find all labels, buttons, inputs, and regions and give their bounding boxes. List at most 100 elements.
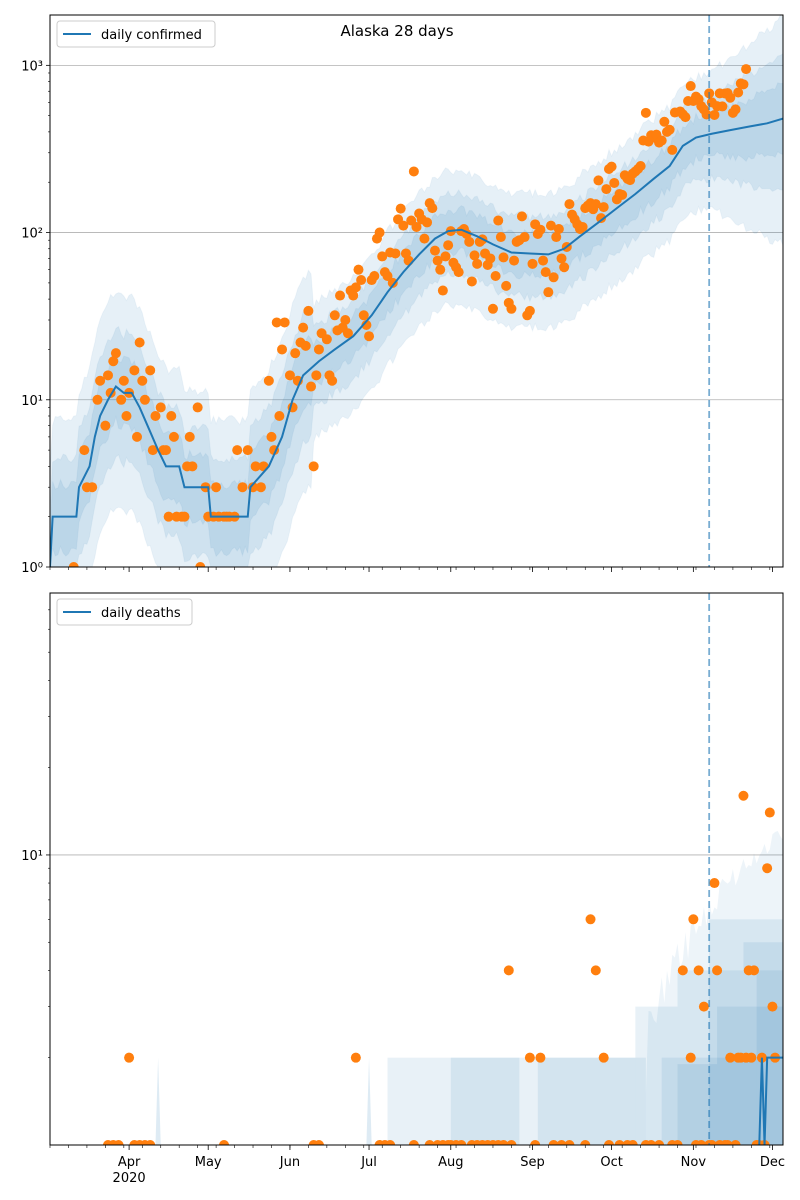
data-point [311,370,322,381]
data-point [219,1140,230,1145]
data-point [300,340,311,351]
data-point [155,402,166,413]
uncertainty-band [366,1057,372,1145]
data-point [385,1140,396,1145]
data-point [377,251,388,262]
data-point [150,410,161,421]
data-point [335,290,346,301]
data-point [303,305,314,316]
data-point [163,511,174,522]
data-point [279,317,290,328]
data-point [730,1140,741,1145]
data-point [306,381,317,392]
data-point [617,189,628,200]
data-point [493,215,504,226]
data-point [495,232,506,243]
x-tick-label: Nov [681,1155,707,1170]
data-point [232,445,243,456]
data-point [435,264,446,275]
data-point [137,375,148,386]
data-point [664,124,675,135]
data-point [353,264,364,275]
data-point [540,267,551,278]
data-point [274,410,285,421]
x-tick-label: May [195,1155,222,1170]
legend-box [56,598,193,626]
y-tick-label: 10² [21,227,43,242]
x-tick-label: Jul [360,1155,377,1170]
legend: daily confirmed [56,20,216,48]
uncertainty-band [635,1006,678,1145]
data-point [590,199,601,210]
x-tick-label: Aug [438,1155,463,1170]
data-point [168,431,179,442]
data-point [100,420,111,431]
data-point [374,227,385,238]
x-tick-label: Sep [520,1155,545,1170]
data-point [524,1052,535,1063]
data-point [298,322,309,333]
data-point [712,965,723,976]
data-point [598,1052,609,1063]
data-point [387,277,398,288]
data-point [688,914,699,925]
data-point [134,337,145,348]
legend-label: daily deaths [101,606,181,621]
data-point [656,135,667,146]
data-point [659,116,670,127]
data-point [356,275,367,286]
data-point [103,370,114,381]
data-point [398,220,409,231]
uncertainty-band [677,1064,718,1145]
data-point [472,258,483,269]
data-point [184,431,195,442]
data-point [524,305,535,316]
data-point [321,334,332,345]
data-point [601,184,612,195]
data-point [487,303,498,314]
data-point [118,375,129,386]
data-point [490,270,501,281]
data-point [411,221,422,232]
data-point [139,394,150,405]
data-point [422,217,433,228]
data-point [485,253,496,264]
data-point [187,461,198,472]
data-point [129,365,140,376]
data-point [408,1140,419,1145]
data-point [382,270,393,281]
data-point [585,914,596,925]
data-point [237,482,248,493]
data-point [551,232,562,243]
data-point [424,1140,435,1145]
data-point [733,87,744,98]
data-point [348,290,359,301]
data-point [498,252,509,263]
data-point [577,221,588,232]
data-point [395,203,406,214]
data-point [730,104,741,115]
data-point [284,370,295,381]
data-point [556,1140,567,1145]
data-point [469,250,480,261]
data-point [503,965,514,976]
data-point [350,282,361,293]
axes-frame [49,592,784,1146]
data-point [313,1140,324,1145]
data-point [408,166,419,177]
data-point [161,445,172,456]
data-point [369,270,380,281]
data-point [263,375,274,386]
data-point [603,1140,614,1145]
uncertainty-band [537,1057,646,1145]
data-point [598,202,609,213]
data-point [79,445,90,456]
data-point [132,431,143,442]
data-point [501,280,512,291]
data-point [290,348,301,359]
data-point [580,1140,591,1145]
data-point [350,1052,361,1063]
data-point [530,1140,541,1145]
data-point [548,272,559,283]
